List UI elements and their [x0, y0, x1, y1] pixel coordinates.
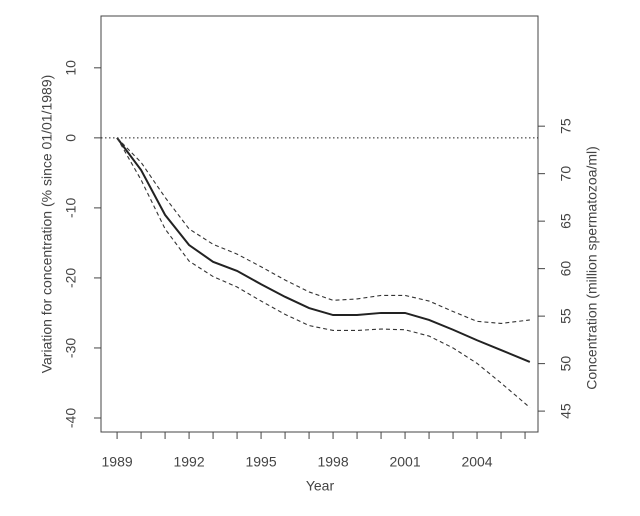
mean-line [116, 137, 531, 363]
y2-tick-label: 45 [558, 403, 574, 419]
y-tick-label: 10 [63, 60, 79, 76]
x-tick-label: 2001 [389, 454, 420, 470]
confidence-line [116, 137, 531, 408]
x-tick-label: 2004 [461, 454, 492, 470]
x-tick-label: 1992 [173, 454, 204, 470]
plot-frame [100, 15, 539, 433]
confidence-line [116, 137, 530, 325]
y2-tick-label: 55 [558, 308, 574, 324]
y-tick-label: -30 [63, 338, 79, 358]
x-tick-label: 1989 [102, 454, 133, 470]
x-axis-label: Year [306, 478, 335, 494]
y2-axis-label: Concentration (million spermatozoa/ml) [584, 146, 600, 390]
y-tick-label: -10 [63, 198, 79, 218]
y-tick-label: 0 [63, 134, 79, 142]
x-tick-label: 1998 [317, 454, 348, 470]
y-tick-label: -20 [63, 268, 79, 288]
y-axis-label: Variation for concentration (% since 01/… [39, 75, 55, 374]
y2-tick-label: 50 [558, 356, 574, 372]
y-tick-label: -40 [63, 408, 79, 428]
y2-tick-label: 65 [558, 213, 574, 229]
y2-tick-label: 75 [558, 118, 574, 134]
y2-tick-label: 60 [558, 261, 574, 277]
x-tick-label: 1995 [245, 454, 276, 470]
y2-tick-label: 70 [558, 166, 574, 182]
